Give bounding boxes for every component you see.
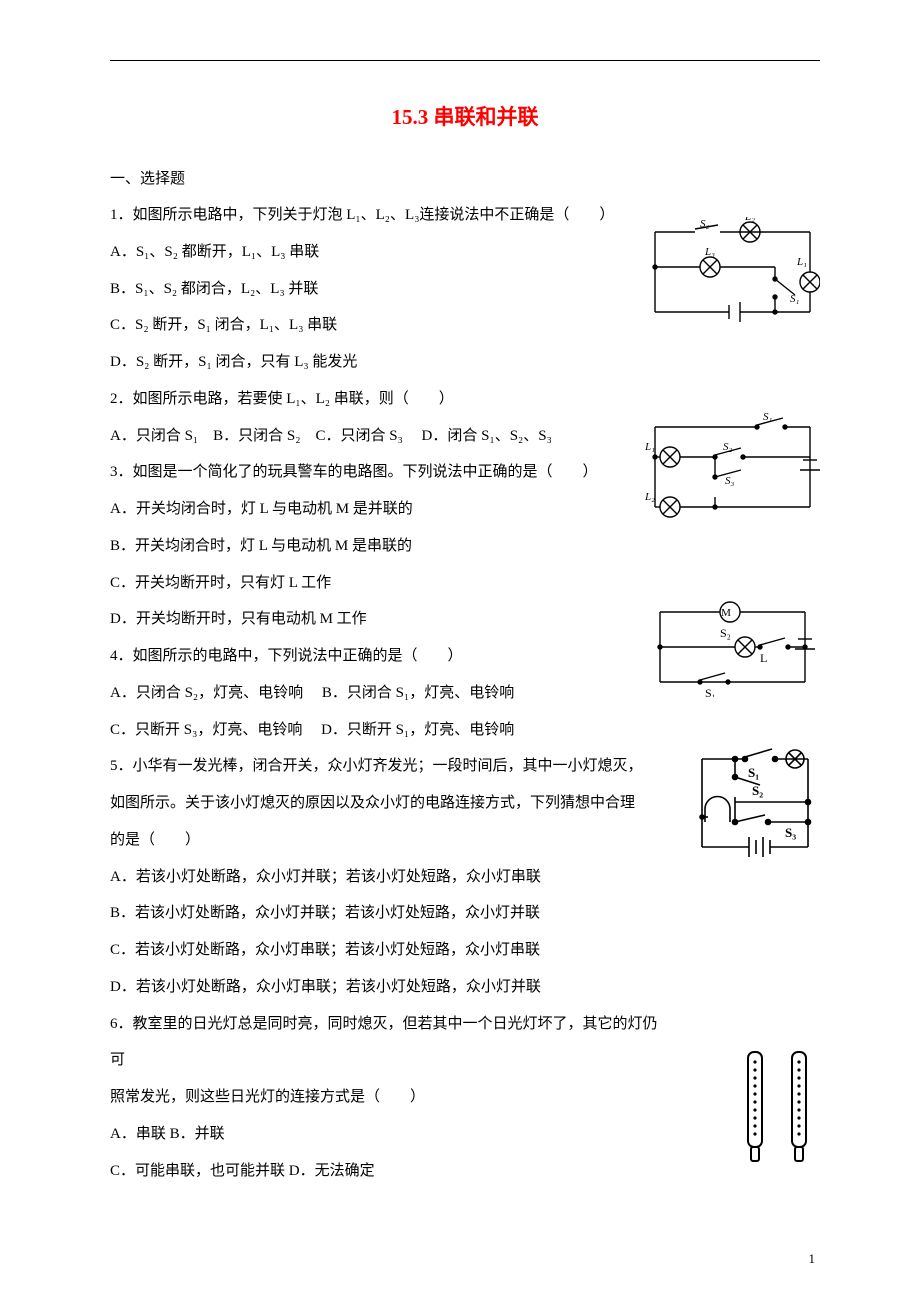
- s1-label: S₁: [790, 293, 800, 305]
- l-label: L: [760, 651, 767, 665]
- l3-label: L₃: [704, 246, 715, 258]
- circuit-diagram-4: S₁ S₂ S₃: [690, 747, 820, 872]
- s2-label: S₂: [752, 783, 763, 798]
- section-heading: 一、选择题: [110, 161, 820, 197]
- document-title: 15.3 串联和并联: [110, 101, 820, 131]
- m-label: M: [721, 607, 731, 619]
- q3-b: B．开关均闭合时，灯 L 与电动机 M 是串联的: [110, 528, 820, 565]
- q6-stem1: 6．教室里的日光灯总是同时亮，同时熄灭，但若其中一个日光灯坏了，其它的灯仍可: [110, 1006, 670, 1080]
- q5-b: B．若该小灯处断路，众小灯并联；若该小灯处短路，众小灯并联: [110, 895, 820, 932]
- s1-label: S₁: [763, 412, 773, 423]
- q6-stem2: 照常发光，则这些日光灯的连接方式是（ ）: [110, 1079, 820, 1116]
- s1-label: S₁: [705, 686, 716, 697]
- content-area: 1．如图所示电路中，下列关于灯泡 L₁、L₂、L₃连接说法中不正确是（ ） A．…: [110, 197, 820, 1189]
- q4-c: C．只断开 S₃，灯亮、电铃响 D．只断开 S₁，灯亮、电铃响: [110, 712, 820, 749]
- page: 15.3 串联和并联 一、选择题 1．如图所示电路中，下列关于灯泡 L₁、L₂、…: [0, 0, 920, 1302]
- q5-stem2: 如图所示。关于该小灯熄灭的原因以及众小灯的电路连接方式，下列猜想中合理: [110, 785, 670, 822]
- s3-label: S₃: [725, 475, 735, 487]
- q3-c: C．开关均断开时，只有灯 L 工作: [110, 565, 820, 602]
- page-number: 1: [809, 1251, 816, 1267]
- light-stick-diagram: [740, 1047, 820, 1167]
- q5-stem1: 5．小华有一发光棒，闭合开关，众小灯齐发光；一段时间后，其中一小灯熄灭，: [110, 748, 670, 785]
- top-rule: [110, 60, 820, 61]
- circuit-diagram-2: S₁ L₁ S₂ S₃ L₂: [645, 412, 820, 522]
- q6-a: A．串联 B．并联: [110, 1116, 820, 1153]
- circuit-diagram-1: S₂ L₂ L₃ L₁ S₁: [645, 217, 820, 322]
- circuit-diagram-3: M S₂ L S₁: [645, 597, 820, 697]
- s2-label: S₂: [700, 218, 710, 230]
- s3-label: S₃: [785, 825, 796, 840]
- l1-label: L₁: [796, 256, 807, 268]
- q6-c: C．可能串联，也可能并联 D．无法确定: [110, 1153, 820, 1190]
- l2-label: L₂: [744, 217, 755, 223]
- l1-label: L₁: [645, 441, 655, 453]
- q1-d: D．S₂ 断开，S₁ 闭合，只有 L₃ 能发光: [110, 344, 820, 381]
- s1-label: S₁: [748, 765, 759, 780]
- s2-label: S₂: [720, 626, 731, 640]
- s2-label: S₂: [723, 441, 733, 453]
- q5-d: D．若该小灯处断路，众小灯串联；若该小灯处短路，众小灯并联: [110, 969, 820, 1006]
- q3-stem: 3．如图是一个简化了的玩具警车的电路图。下列说法中正确的是（ ）: [110, 454, 630, 491]
- q5-c: C．若该小灯处断路，众小灯串联；若该小灯处短路，众小灯串联: [110, 932, 820, 969]
- l2-label: L₂: [645, 491, 655, 503]
